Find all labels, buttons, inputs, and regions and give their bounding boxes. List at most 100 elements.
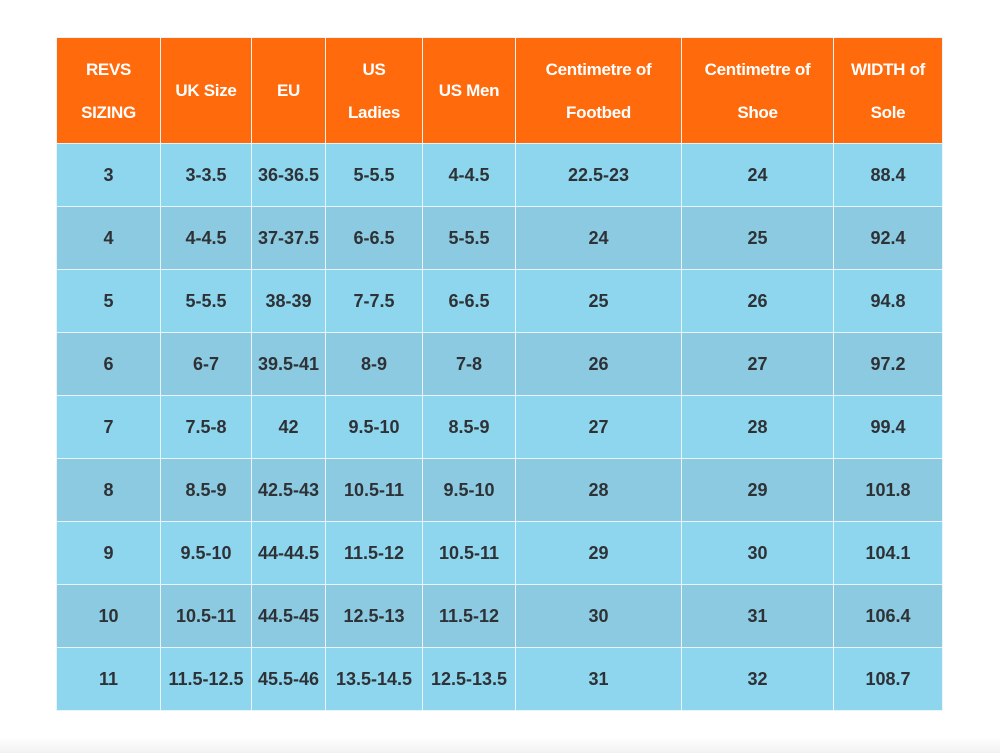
table-row: 10 10.5-11 44.5-45 12.5-13 11.5-12 30 31 106.4 [56, 584, 943, 648]
header-text: Centimetre of [704, 59, 811, 79]
header-cell: EU [251, 37, 326, 144]
header-text: US [362, 59, 386, 79]
table-cell: 6-6.5 [422, 269, 516, 333]
table-cell: 4-4.5 [422, 143, 516, 207]
header-cell: US Men [422, 37, 516, 144]
table-row: 3 3-3.5 36-36.5 5-5.5 4-4.5 22.5-23 24 88.4 [56, 143, 943, 207]
table-cell: 5-5.5 [325, 143, 423, 207]
header-text: Ladies [347, 102, 401, 122]
table-cell: 29 [681, 458, 834, 522]
table-row: 6 6-7 39.5-41 8-9 7-8 26 27 97.2 [56, 332, 943, 396]
table-row: 8 8.5-9 42.5-43 10.5-11 9.5-10 28 29 101.8 [56, 458, 943, 522]
table-cell: 44.5-45 [251, 584, 326, 648]
table-cell: 37-37.5 [251, 206, 326, 270]
header-cell: UK Size [160, 37, 252, 144]
table-cell: 4-4.5 [160, 206, 252, 270]
table-cell: 4 [56, 206, 161, 270]
header-text: Centimetre of [545, 59, 652, 79]
header-text: EU [276, 81, 301, 100]
table-cell: 32 [681, 647, 834, 711]
table-cell: 42.5-43 [251, 458, 326, 522]
table-cell: 31 [515, 647, 682, 711]
header-text: Footbed [566, 102, 631, 122]
table-cell: 7 [56, 395, 161, 459]
size-table: REVS SIZING UK Size EU US Ladies US Men Centime… [56, 37, 943, 711]
table-cell: 6-6.5 [325, 206, 423, 270]
table-cell: 44-44.5 [251, 521, 326, 585]
table-cell: 106.4 [833, 584, 943, 648]
table-cell: 38-39 [251, 269, 326, 333]
table-row: 11 11.5-12.5 45.5-46 13.5-14.5 12.5-13.5 31 32… [56, 647, 943, 711]
header-cell: Centimetre of Shoe [681, 37, 834, 144]
header-cell: Centimetre of Footbed [515, 37, 682, 144]
table-cell: 10.5-11 [160, 584, 252, 648]
table-cell: 42 [251, 395, 326, 459]
table-cell: 10.5-11 [325, 458, 423, 522]
table-cell: 5-5.5 [160, 269, 252, 333]
table-cell: 11 [56, 647, 161, 711]
table-cell: 12.5-13.5 [422, 647, 516, 711]
header-row: REVS SIZING UK Size EU US Ladies US Men Centime… [56, 37, 943, 144]
header-cell: US Ladies [325, 37, 423, 144]
table-body: 3 3-3.5 36-36.5 5-5.5 4-4.5 22.5-23 24 88.4 4 4-4… [56, 143, 943, 711]
table-cell: 3 [56, 143, 161, 207]
table-cell: 10.5-11 [422, 521, 516, 585]
table-cell: 25 [515, 269, 682, 333]
table-cell: 45.5-46 [251, 647, 326, 711]
table-row: 9 9.5-10 44-44.5 11.5-12 10.5-11 29 30 104.1 [56, 521, 943, 585]
table-cell: 30 [681, 521, 834, 585]
table-cell: 11.5-12 [325, 521, 423, 585]
header-cell: WIDTH of Sole [833, 37, 943, 144]
table-cell: 7-8 [422, 332, 516, 396]
table-cell: 92.4 [833, 206, 943, 270]
table-cell: 7.5-8 [160, 395, 252, 459]
header-text: US Men [438, 81, 500, 100]
table-cell: 24 [681, 143, 834, 207]
table-cell: 9.5-10 [325, 395, 423, 459]
table-cell: 97.2 [833, 332, 943, 396]
table-cell: 8.5-9 [160, 458, 252, 522]
table-cell: 12.5-13 [325, 584, 423, 648]
table-cell: 22.5-23 [515, 143, 682, 207]
table-cell: 28 [515, 458, 682, 522]
table-cell: 101.8 [833, 458, 943, 522]
header-text: Shoe [737, 102, 778, 122]
table-cell: 9 [56, 521, 161, 585]
table-cell: 99.4 [833, 395, 943, 459]
table-row: 5 5-5.5 38-39 7-7.5 6-6.5 25 26 94.8 [56, 269, 943, 333]
table-cell: 26 [681, 269, 834, 333]
table-cell: 108.7 [833, 647, 943, 711]
table-row: 7 7.5-8 42 9.5-10 8.5-9 27 28 99.4 [56, 395, 943, 459]
table-cell: 39.5-41 [251, 332, 326, 396]
table-cell: 88.4 [833, 143, 943, 207]
header-text: Sole [870, 102, 906, 122]
table-cell: 30 [515, 584, 682, 648]
header-cell: REVS SIZING [56, 37, 161, 144]
header-text: SIZING [81, 102, 136, 122]
table-cell: 9.5-10 [422, 458, 516, 522]
header-text: UK Size [175, 81, 237, 100]
table-cell: 31 [681, 584, 834, 648]
table-cell: 11.5-12.5 [160, 647, 252, 711]
table-cell: 25 [681, 206, 834, 270]
header-text: WIDTH of [850, 59, 926, 79]
table-cell: 28 [681, 395, 834, 459]
table-cell: 29 [515, 521, 682, 585]
table-cell: 11.5-12 [422, 584, 516, 648]
table-cell: 6 [56, 332, 161, 396]
table-cell: 8-9 [325, 332, 423, 396]
table-cell: 3-3.5 [160, 143, 252, 207]
table-cell: 26 [515, 332, 682, 396]
table-cell: 9.5-10 [160, 521, 252, 585]
table-cell: 13.5-14.5 [325, 647, 423, 711]
table-cell: 5 [56, 269, 161, 333]
table-cell: 36-36.5 [251, 143, 326, 207]
table-cell: 6-7 [160, 332, 252, 396]
table-cell: 27 [681, 332, 834, 396]
table-cell: 94.8 [833, 269, 943, 333]
table-cell: 27 [515, 395, 682, 459]
table-cell: 104.1 [833, 521, 943, 585]
table-cell: 5-5.5 [422, 206, 516, 270]
table-cell: 8 [56, 458, 161, 522]
